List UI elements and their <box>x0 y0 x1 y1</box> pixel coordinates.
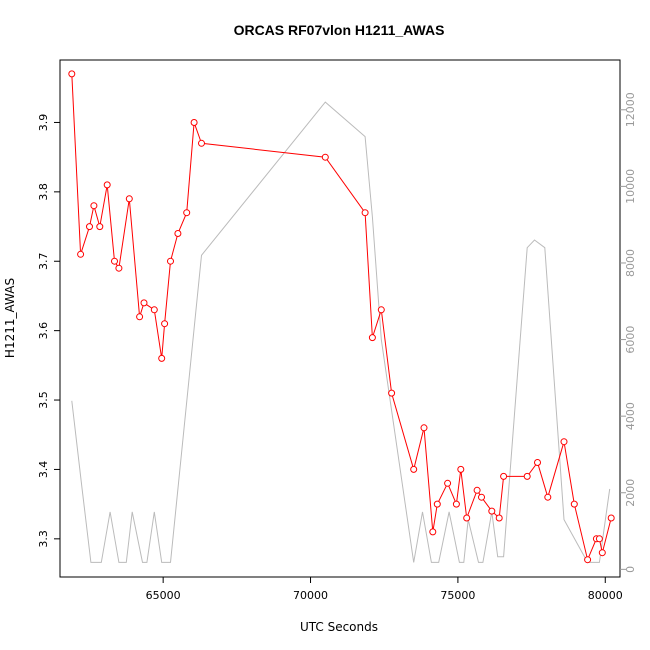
data-point <box>433 500 441 508</box>
y-tick-label: 3.7 <box>37 252 50 270</box>
y-tick-label: 3.9 <box>37 114 50 132</box>
data-point <box>488 507 496 515</box>
x-axis-title: UTC Seconds <box>300 620 378 634</box>
y-axis-title: H1211_AWAS <box>3 278 17 358</box>
data-point <box>183 209 191 217</box>
data-point <box>140 299 148 307</box>
data-point <box>584 556 592 564</box>
y2-tick-label: 12000 <box>624 92 637 127</box>
data-point <box>136 313 144 321</box>
awas-line <box>71 73 612 562</box>
data-point <box>478 493 485 501</box>
data-point <box>500 472 508 480</box>
data-point <box>410 465 418 473</box>
data-point <box>534 459 541 466</box>
data-point <box>150 306 158 314</box>
y2-tick-label: 8000 <box>624 249 637 277</box>
plot-frame <box>59 59 621 578</box>
y-tick-label: 3.3 <box>37 530 50 548</box>
x-tick-label: 80000 <box>588 589 623 602</box>
y-tick-label: 3.4 <box>37 461 50 479</box>
data-point <box>429 528 437 536</box>
data-point <box>111 257 118 265</box>
x-axis: 65000 70000 75000 80000 <box>146 577 623 602</box>
data-point <box>167 257 174 265</box>
data-point <box>473 486 481 494</box>
primary-series <box>68 70 615 564</box>
data-point <box>607 514 615 522</box>
y2-tick-label: 2000 <box>624 479 637 507</box>
data-point <box>463 514 471 522</box>
data-point <box>198 139 205 147</box>
y2-tick-label: 10000 <box>624 169 637 204</box>
data-point <box>570 500 578 508</box>
data-point <box>598 549 606 557</box>
data-point <box>377 306 385 314</box>
data-point <box>96 223 104 231</box>
data-point <box>368 334 376 342</box>
y2-tick-label: 6000 <box>624 326 637 354</box>
y-tick-label: 3.8 <box>37 183 50 201</box>
data-point <box>595 535 603 543</box>
data-point <box>86 223 93 231</box>
data-point <box>90 202 98 210</box>
x-tick-label: 70000 <box>293 589 328 602</box>
data-point <box>77 250 85 258</box>
data-point <box>495 514 503 522</box>
data-point <box>444 479 452 487</box>
y-tick-label: 3.6 <box>37 322 50 340</box>
chart-title: ORCAS RF07vlon H1211_AWAS <box>234 22 445 38</box>
data-point <box>523 472 531 480</box>
y-axis-left: 3.3 3.4 3.5 3.6 3.7 3.8 3.9 <box>37 114 60 548</box>
data-point <box>174 230 182 237</box>
data-point <box>560 438 568 446</box>
data-point <box>452 500 460 508</box>
data-point <box>321 153 329 161</box>
data-point <box>361 209 369 217</box>
data-point <box>388 389 396 397</box>
y-axis-right: 0 2000 4000 6000 8000 10000 12000 <box>620 92 637 573</box>
data-point <box>457 465 465 473</box>
x-tick-label: 75000 <box>440 589 475 602</box>
data-point <box>158 354 166 362</box>
x-tick-label: 65000 <box>146 589 181 602</box>
y2-tick-label: 0 <box>624 566 637 573</box>
data-point <box>161 320 169 328</box>
data-point <box>544 493 552 501</box>
data-point <box>190 119 198 126</box>
secondary-series-line <box>71 101 611 563</box>
data-point <box>420 424 428 432</box>
data-point <box>115 264 123 272</box>
data-point <box>68 70 76 78</box>
data-point <box>103 181 111 189</box>
altitude-line <box>71 101 611 563</box>
y2-tick-label: 4000 <box>624 402 637 430</box>
y-tick-label: 3.5 <box>37 391 50 409</box>
data-point <box>125 195 133 203</box>
